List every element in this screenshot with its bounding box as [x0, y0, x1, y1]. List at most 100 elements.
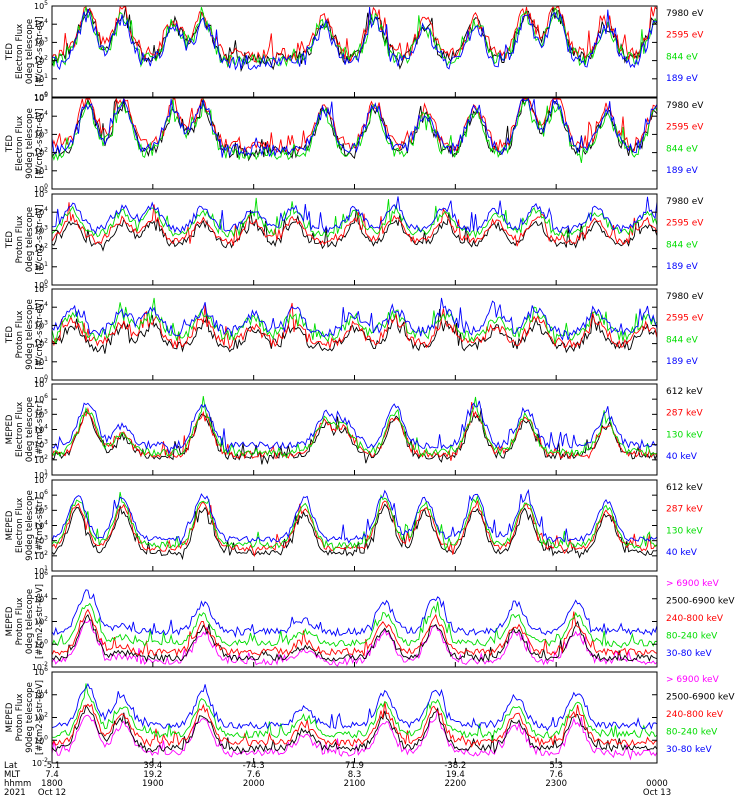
panel-1: 100 101 102 103 104 105 TED Electron Flux 0deg t…	[5, 0, 704, 102]
y-tick-label: 103	[34, 128, 48, 139]
series-trace-4	[52, 6, 658, 71]
legend-entry: 7980 eV	[666, 9, 704, 19]
series-trace-4	[51, 297, 658, 341]
y-tick-label: 100	[34, 638, 48, 649]
y-tick-label: 107	[34, 378, 48, 389]
x-tick-label: Oct 13	[643, 788, 671, 798]
y-tick-label: 102	[34, 243, 48, 254]
y-axis-label-line: TED	[5, 134, 15, 153]
legend-entry: 287 keV	[666, 505, 703, 515]
y-tick-label: 105	[34, 0, 48, 11]
y-tick-label: 107	[34, 474, 48, 485]
x-tick-label: 39.4	[143, 761, 162, 771]
series-trace-2	[51, 614, 658, 663]
y-tick-label: 103	[34, 439, 48, 450]
y-tick-label: 100	[34, 279, 48, 290]
legend-entry: 844 eV	[666, 240, 699, 250]
y-axis-label-line: [#/cm2-s-str]	[35, 497, 45, 554]
legend-entry: 240-800 keV	[666, 710, 724, 720]
x-row-label-lat: Lat	[4, 761, 18, 771]
y-axis-label: MEPED Proton Flux 0deg telescope [#/cm2-s-s…	[5, 584, 45, 659]
x-tick-label: 2300	[545, 779, 567, 789]
series-trace-3	[51, 395, 658, 459]
y-tick-label: 104	[34, 206, 48, 217]
y-tick-label: 104	[34, 593, 48, 604]
y-axis-label-line: Electron Flux	[15, 498, 25, 553]
legend-entry: 844 eV	[666, 52, 699, 62]
legend-entry: 7980 eV	[666, 197, 704, 207]
y-axis-label-line: 0deg telescope	[25, 397, 35, 462]
y-tick-label: 104	[34, 520, 48, 531]
legend-entry: 612 keV	[666, 387, 703, 397]
series-trace-1	[51, 503, 658, 561]
y-tick-label: 101	[34, 356, 48, 367]
y-axis-label: TED Electron Flux 0deg telescope [#/cm2-s-s…	[5, 16, 45, 86]
legend-entry: 612 keV	[666, 483, 703, 493]
y-axis-label-line: MEPED	[5, 414, 15, 444]
y-axis-label-line: [#/cm2-s-str-keV]	[35, 584, 45, 659]
legend-entry: 2595 eV	[666, 219, 704, 229]
legend-entry: 189 eV	[666, 357, 699, 367]
legend-entry: 40 keV	[666, 452, 698, 462]
y-axis-label-line: Electron Flux	[15, 116, 25, 171]
x-tick-label: -38.2	[444, 761, 466, 771]
series-trace-3	[51, 608, 658, 657]
panel-7: 10-2 100 102 104 106 MEPED Proton Flux 0deg tel…	[5, 570, 735, 672]
legend-entry: > 6900 keV	[666, 675, 720, 685]
series-trace-1	[51, 709, 658, 761]
legend-entry: 80-240 keV	[666, 728, 718, 738]
y-axis-label-line: Proton Flux	[15, 694, 25, 742]
y-axis-label-line: 0deg telescope	[25, 207, 35, 272]
y-tick-label: 105	[34, 283, 48, 294]
series-trace-2	[51, 500, 658, 558]
y-axis-label-line: Electron Flux	[15, 402, 25, 457]
y-tick-label: 101	[34, 165, 48, 176]
legend-entry: > 6900 keV	[666, 579, 720, 589]
x-tick-label: 1900	[142, 779, 164, 789]
legend-entry: 287 keV	[666, 409, 703, 419]
y-tick-label: 100	[34, 183, 48, 194]
y-axis-label-line: Proton Flux	[15, 311, 25, 359]
y-axis-label-line: Proton Flux	[15, 598, 25, 646]
y-tick-label: 10-2	[32, 757, 48, 768]
y-tick-label: 103	[34, 36, 48, 47]
series-trace-4	[51, 196, 658, 235]
x-row-label-2021: 2021	[4, 788, 26, 798]
legend-entry: 240-800 keV	[666, 614, 724, 624]
x-tick-label: 19.4	[446, 770, 465, 780]
legend-entry: 2595 eV	[666, 31, 704, 41]
panel-2: 100 101 102 103 104 105 TED Electron Flux 90deg …	[5, 92, 704, 194]
legend-entry: 2500-6900 keV	[666, 597, 735, 607]
legend-entry: 189 eV	[666, 166, 699, 176]
legend-entry: 2595 eV	[666, 123, 704, 133]
y-axis-label-line: TED	[5, 325, 15, 344]
x-tick-label: 2000	[243, 779, 265, 789]
legend-entry: 189 eV	[666, 74, 699, 84]
panel-4: 100 101 102 103 104 105 TED Proton Flux 90deg te…	[5, 283, 704, 385]
y-tick-label: 105	[34, 188, 48, 199]
y-tick-label: 102	[34, 712, 48, 723]
legend-entry: 30-80 keV	[666, 745, 712, 755]
y-axis-label-line: MEPED	[5, 606, 15, 636]
y-tick-label: 100	[34, 734, 48, 745]
y-axis-label-line: Electron Flux	[15, 24, 25, 79]
series-trace-1	[51, 209, 658, 252]
y-tick-label: 100	[34, 91, 48, 102]
series-trace-3	[51, 197, 658, 239]
y-tick-label: 106	[34, 489, 48, 500]
y-tick-label: 104	[34, 689, 48, 700]
series-trace-2	[51, 202, 658, 247]
series-trace-4	[51, 488, 658, 546]
x-tick-label: 71.9	[345, 761, 364, 771]
x-row-label-mlt: MLT	[4, 770, 21, 780]
y-tick-label: 102	[34, 147, 48, 158]
y-tick-label: 105	[34, 504, 48, 515]
series-trace-1	[51, 408, 658, 465]
y-tick-label: 100	[34, 374, 48, 385]
y-tick-label: 103	[34, 535, 48, 546]
x-tick-label: 1800	[41, 779, 63, 789]
series-trace-2	[51, 704, 658, 755]
y-axis-label-line: 0deg telescope	[25, 19, 35, 84]
x-tick-label: 8.3	[348, 770, 362, 780]
